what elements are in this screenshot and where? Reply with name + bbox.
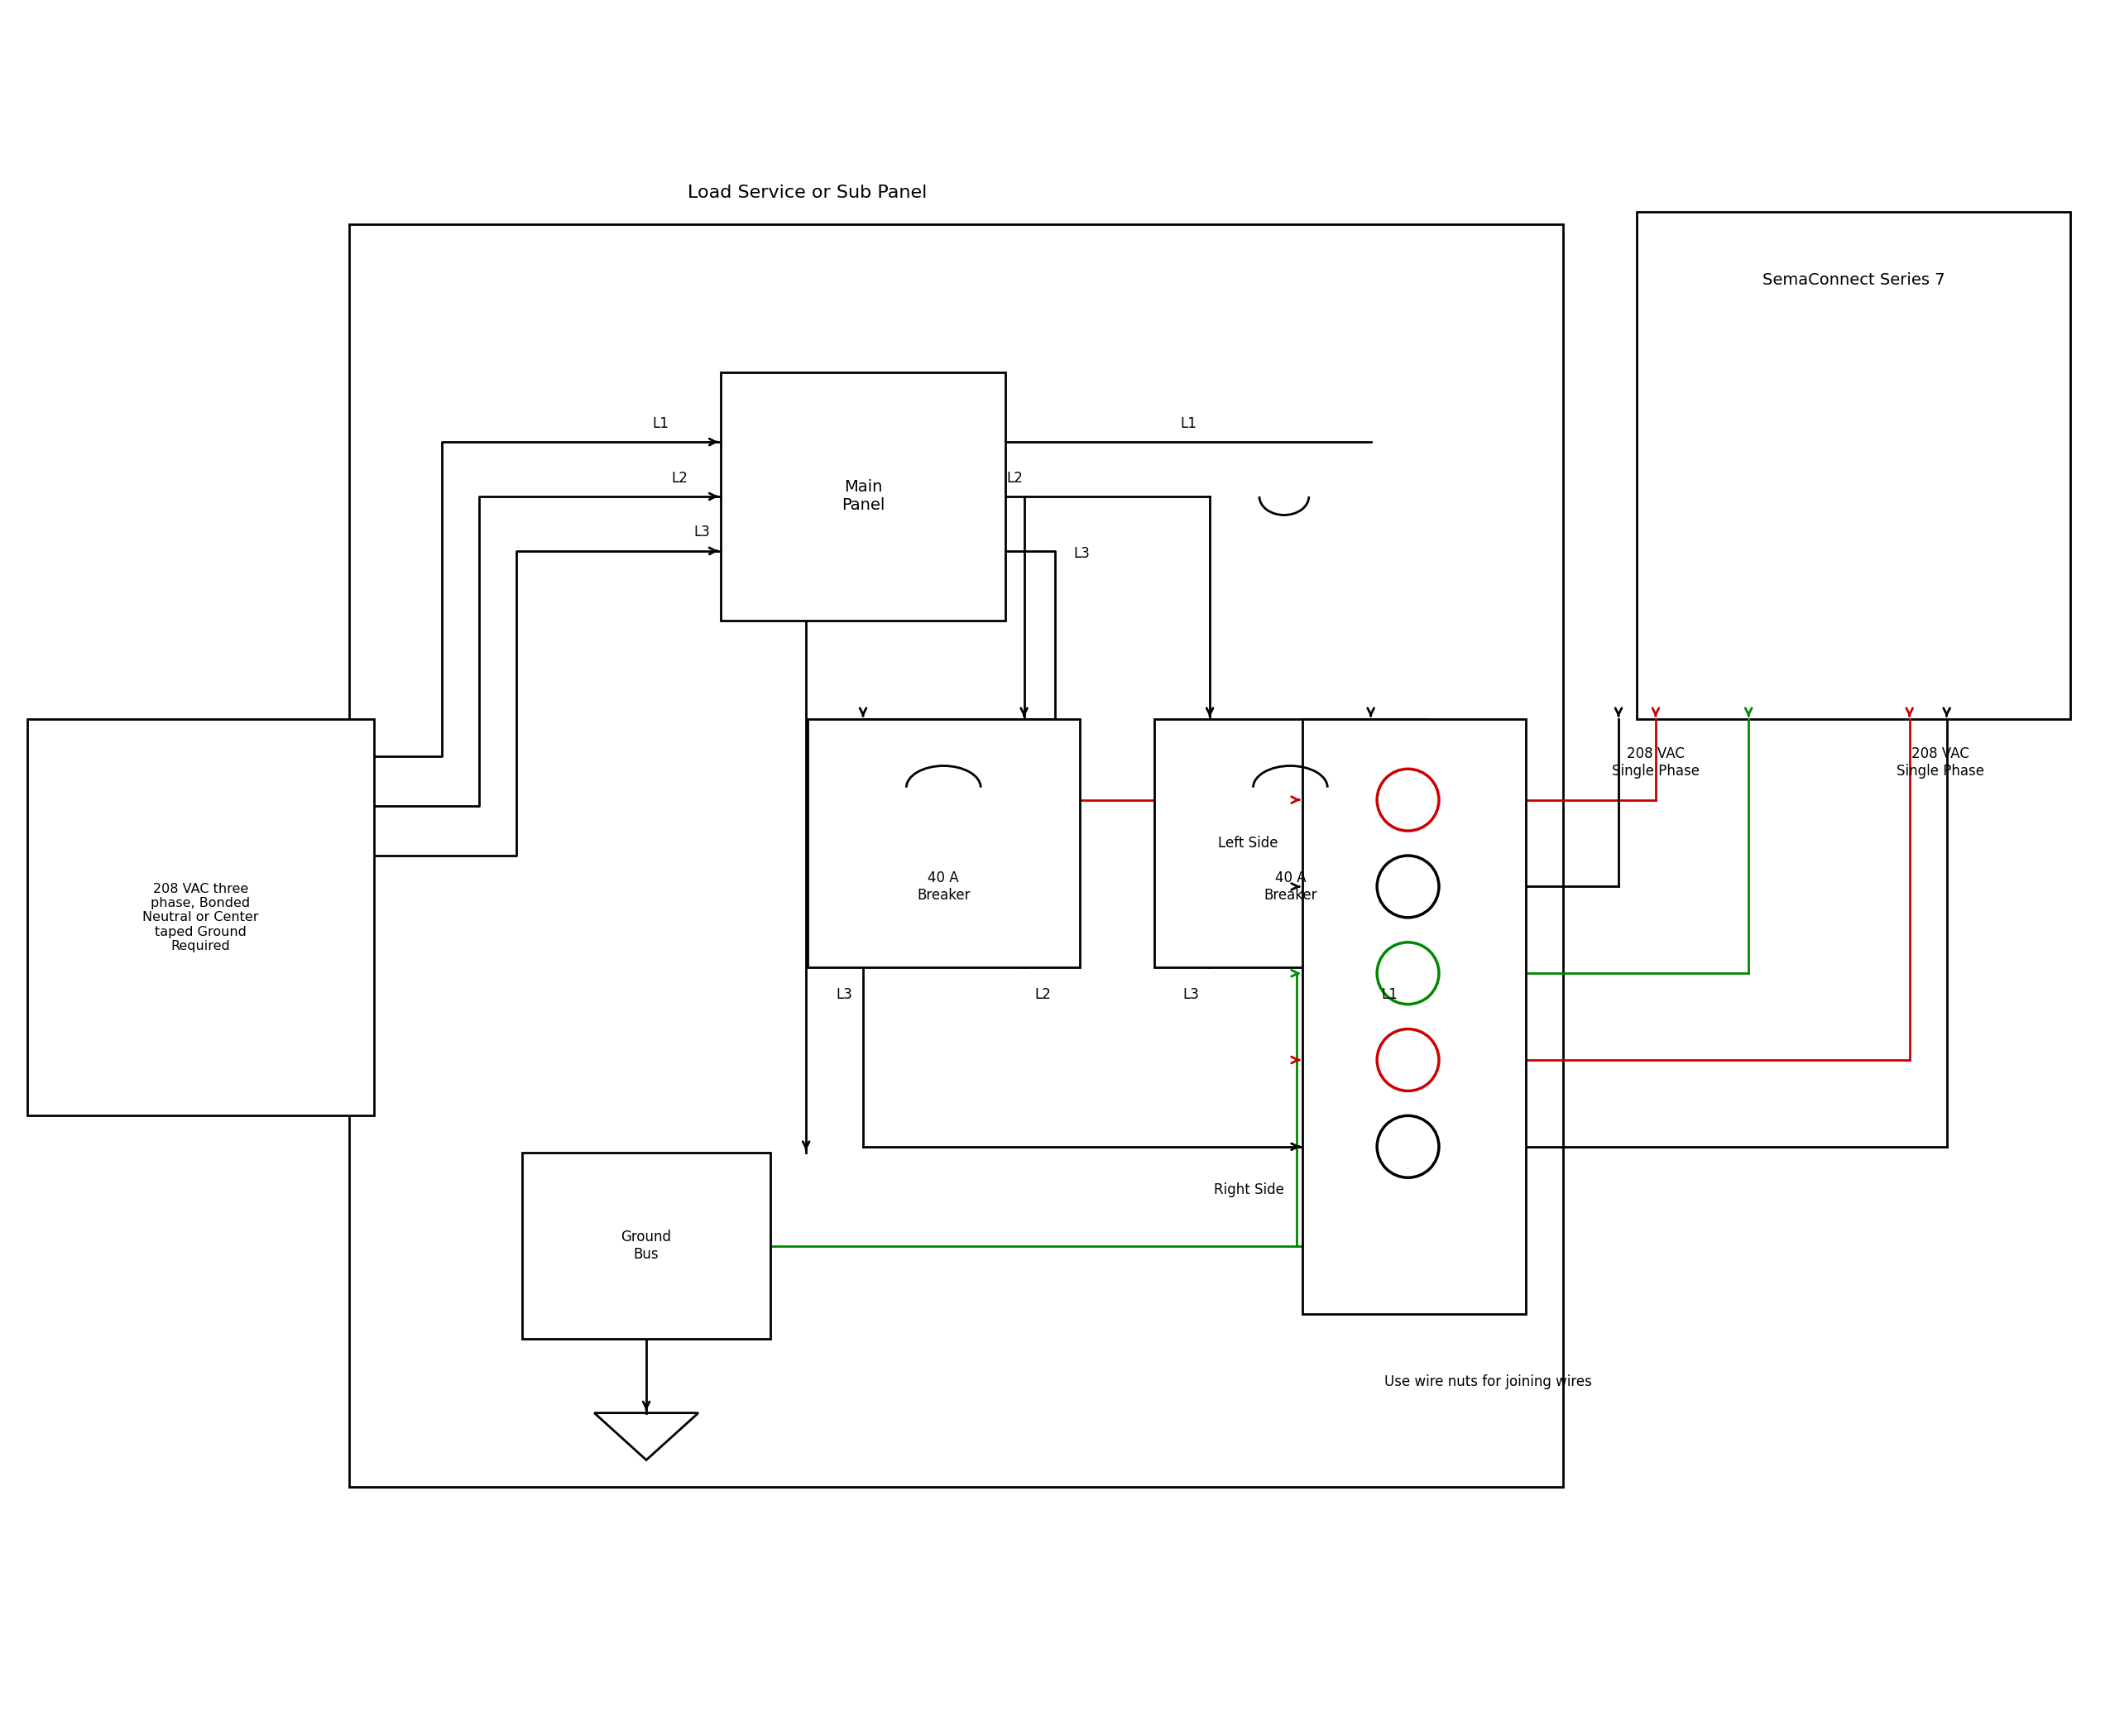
Text: 208 VAC three
phase, Bonded
Neutral or Center
taped Ground
Required: 208 VAC three phase, Bonded Neutral or C… — [141, 882, 260, 953]
Bar — [808, 719, 1080, 967]
Text: 40 A
Breaker: 40 A Breaker — [918, 870, 971, 903]
Text: L1: L1 — [652, 417, 669, 431]
Bar — [523, 1153, 770, 1338]
Text: 208 VAC
Single Phase: 208 VAC Single Phase — [1612, 746, 1699, 779]
Text: 40 A
Breaker: 40 A Breaker — [1264, 870, 1317, 903]
Bar — [348, 224, 1564, 1488]
Text: L1: L1 — [1179, 417, 1196, 431]
Text: L2: L2 — [671, 470, 688, 486]
Text: Main
Panel: Main Panel — [842, 479, 884, 514]
Bar — [1154, 719, 1426, 967]
Text: L3: L3 — [694, 524, 709, 540]
Bar — [1637, 212, 2070, 719]
Text: L2: L2 — [1006, 470, 1023, 486]
Bar — [27, 719, 373, 1116]
Bar — [1302, 719, 1526, 1314]
Text: Load Service or Sub Panel: Load Service or Sub Panel — [688, 184, 926, 201]
Text: Right Side: Right Side — [1213, 1182, 1285, 1198]
Text: 208 VAC
Single Phase: 208 VAC Single Phase — [1897, 746, 1983, 779]
Text: Use wire nuts for joining wires: Use wire nuts for joining wires — [1384, 1375, 1593, 1389]
Text: L3: L3 — [1184, 986, 1198, 1002]
Text: L3: L3 — [836, 986, 852, 1002]
Text: L1: L1 — [1382, 986, 1397, 1002]
Text: Ground
Bus: Ground Bus — [620, 1229, 671, 1262]
Text: Left Side: Left Side — [1217, 835, 1279, 851]
Text: L2: L2 — [1034, 986, 1051, 1002]
Text: L3: L3 — [1074, 547, 1091, 561]
Bar — [722, 373, 1006, 620]
Text: SemaConnect Series 7: SemaConnect Series 7 — [1762, 273, 1945, 288]
